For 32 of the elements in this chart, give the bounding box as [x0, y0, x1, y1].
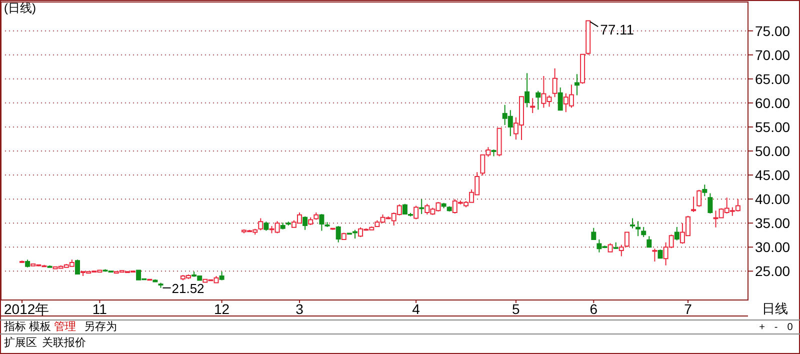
text: 另存为: [84, 320, 117, 333]
text: 扩展区: [4, 336, 37, 349]
x-tick-label: 5: [512, 301, 520, 317]
x-tick-label: 3: [296, 301, 304, 317]
text: 日线: [762, 301, 788, 316]
text: 0: [787, 322, 794, 333]
y-tick-label: 60.00: [755, 94, 790, 111]
x-tick-label: 7: [684, 301, 692, 317]
y-tick-label: 65.00: [755, 70, 790, 87]
y-tick-label: 40.00: [755, 191, 790, 208]
y-tick-label: 55.00: [755, 118, 790, 135]
text: 关联报价: [42, 336, 86, 349]
text: 管理: [54, 321, 76, 333]
x-tick-label: 2012年: [4, 301, 50, 317]
chart-title: (日线): [4, 1, 36, 15]
text: +: [759, 322, 766, 333]
text: -: [774, 322, 778, 333]
y-tick-label: 25.00: [755, 263, 790, 280]
y-tick-label: 70.00: [755, 46, 790, 63]
text: 指标: [3, 321, 26, 333]
y-tick-label: 45.00: [755, 167, 790, 184]
annotation: 21.52: [172, 280, 204, 296]
y-tick-label: 35.00: [755, 215, 790, 232]
x-tick-label: 4: [412, 301, 420, 317]
x-tick-label: 12: [214, 301, 230, 317]
text: 模板: [29, 321, 51, 333]
x-tick-label: 6: [590, 301, 598, 317]
y-tick-label: 50.00: [755, 143, 790, 159]
y-tick-label: 75.00: [755, 22, 790, 39]
annotation: 77.11: [600, 22, 634, 38]
x-tick-label: 11: [92, 301, 108, 317]
y-tick-label: 30.00: [755, 239, 790, 256]
